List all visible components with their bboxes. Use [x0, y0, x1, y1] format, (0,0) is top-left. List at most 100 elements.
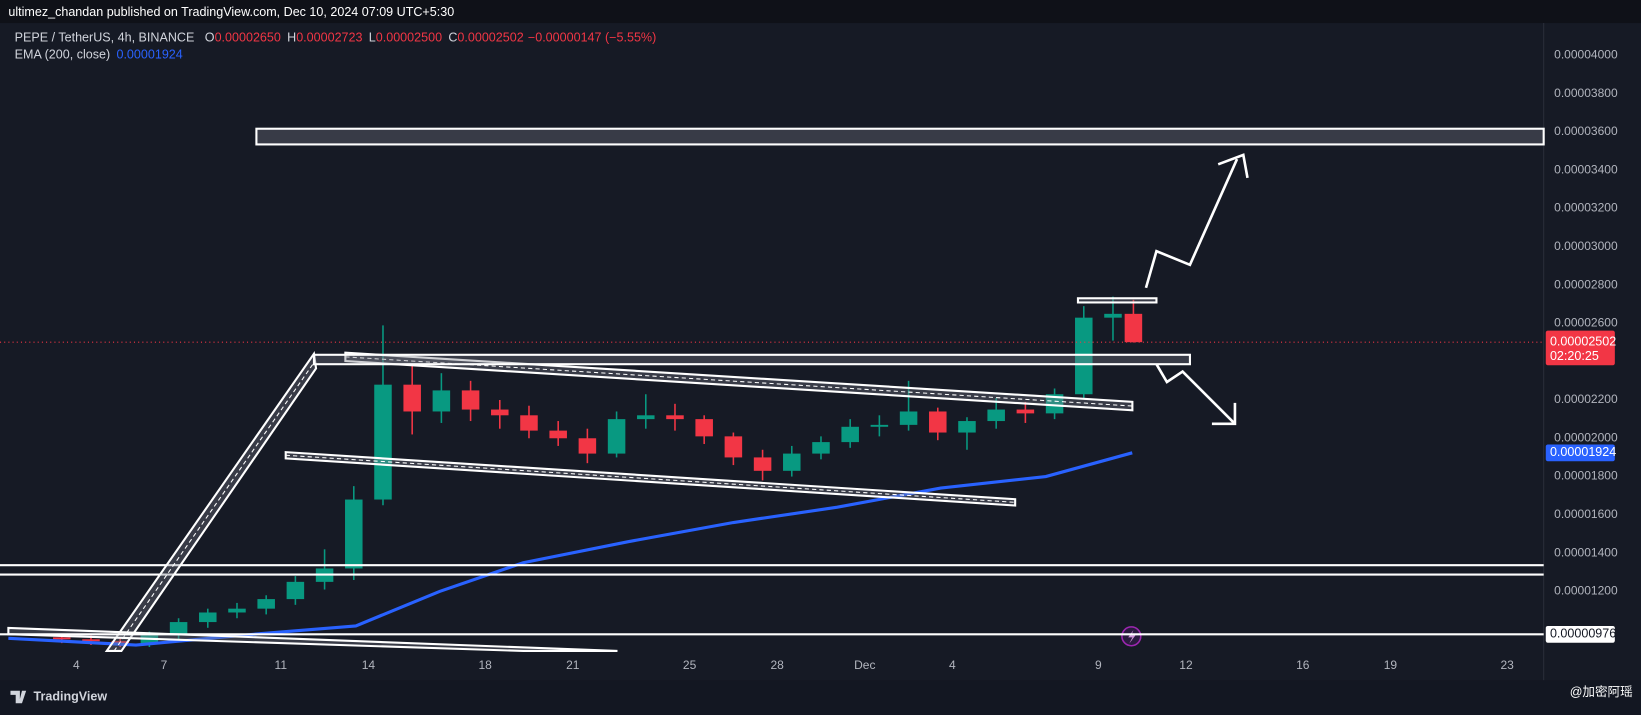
y-tick-label: 0.00003000: [1554, 239, 1618, 253]
ohlc-label: C: [448, 31, 457, 45]
y-tick-label: 0.00003200: [1554, 201, 1618, 215]
ohlc-label: L: [369, 31, 376, 45]
y-tick-label: 0.00001800: [1554, 469, 1618, 483]
candle-body: [637, 415, 655, 420]
candle-body: [169, 622, 188, 636]
x-tick-label: 4: [949, 658, 956, 672]
candle-body: [1075, 317, 1093, 395]
x-tick-label: 16: [1296, 658, 1310, 672]
x-tick-label: 18: [478, 658, 492, 672]
y-tick-label: 0.00002800: [1554, 277, 1618, 291]
candle-body: [1104, 313, 1122, 318]
x-tick-label: 23: [1500, 658, 1514, 672]
candle-body: [1016, 409, 1035, 414]
legend-ohlc: PEPE / TetherUS, 4h, BINANCE O0.00002650 H…: [15, 31, 657, 45]
y-tick-label: 0.00003600: [1554, 124, 1618, 138]
candle-body: [520, 415, 538, 431]
watermark: @加密阿瑶: [1570, 684, 1633, 699]
y-tick-label: 0.00004000: [1554, 48, 1618, 62]
y-tick-label: 0.00002200: [1554, 392, 1618, 406]
ohlc-label: H: [287, 31, 296, 45]
symbol: PEPE / TetherUS, 4h, BINANCE: [15, 31, 195, 45]
candle-body: [82, 639, 100, 642]
ohlc-value: 0.00002500: [376, 31, 442, 45]
y-tick-label: 0.00002000: [1554, 430, 1618, 444]
candle-body: [753, 457, 772, 471]
ohlc-value: 0.00002502: [457, 31, 523, 45]
candle-body: [53, 637, 71, 640]
x-tick-label: 7: [161, 658, 168, 672]
candle-body: [549, 430, 567, 439]
candle-body: [257, 599, 275, 609]
x-tick-label: Dec: [854, 658, 875, 672]
candle-body: [870, 424, 889, 427]
ohlc-value: 0.00002723: [296, 31, 362, 45]
level-label: 0.00000976: [1550, 627, 1616, 641]
resistance-box: [1076, 297, 1158, 304]
legend-ema: EMA (200, close) 0.00001924: [15, 48, 183, 62]
legend-entry: EMA (200, close): [15, 48, 111, 62]
x-tick-label: 12: [1179, 658, 1193, 672]
ema-tag-label: 0.00001924: [1550, 445, 1616, 459]
candle-body: [987, 409, 1005, 422]
candle-body: [929, 411, 947, 433]
trend-band: [104, 350, 318, 653]
change: −0.00000147 (−5.55%): [528, 31, 656, 45]
candle-body: [1045, 394, 1064, 414]
candle-body: [374, 384, 392, 500]
candle-body: [345, 499, 363, 569]
x-tick-label: 11: [275, 658, 288, 672]
logo: [10, 690, 27, 704]
x-tick-label: 21: [566, 658, 580, 672]
brand: TradingView: [33, 689, 107, 703]
candle-body: [491, 409, 509, 416]
channel-center: [285, 454, 1016, 503]
axes: 0.00001200 0.00001400 0.00001600 0.00001800…: [0, 48, 1618, 672]
ema-value: 0.00001924: [116, 48, 182, 62]
candle-body: [432, 390, 451, 412]
x-tick-label: 4: [73, 658, 80, 672]
arrow-down: [1155, 363, 1236, 425]
countdown: 02:20:25: [1550, 349, 1599, 363]
y-tick-label: 0.00001200: [1554, 584, 1618, 598]
candle-body: [1124, 313, 1143, 343]
target-zone: [255, 127, 1545, 146]
candle-body: [812, 442, 830, 454]
x-tick-label: 19: [1384, 658, 1398, 672]
plot-area: [0, 296, 1544, 647]
candle-body: [607, 419, 626, 454]
x-tick-label: 9: [1095, 658, 1102, 672]
candle-body: [461, 390, 480, 410]
last-price-label: 0.00002502: [1550, 334, 1616, 348]
arrow-head: [1211, 402, 1237, 426]
candle-body: [783, 453, 801, 471]
candle-body: [578, 438, 597, 454]
breakout-box: [312, 353, 1191, 366]
candle-body: [666, 415, 684, 420]
candle-body: [841, 426, 859, 443]
ohlc-value: 0.00002650: [215, 31, 281, 45]
ema-line: [8, 451, 1133, 647]
candle-body: [228, 608, 246, 613]
x-tick-label: 25: [683, 658, 697, 672]
publisher: ultimez_chandan published on TradingView…: [8, 5, 454, 19]
candle-body: [286, 581, 305, 600]
arrow-head: [1217, 153, 1249, 179]
candle-body: [199, 612, 217, 623]
y-tick-label: 0.00001600: [1554, 507, 1618, 521]
ohlc-label: O: [205, 31, 215, 45]
candle-body: [724, 436, 743, 458]
x-tick-label: 28: [770, 658, 784, 672]
arrow-up: [1144, 158, 1239, 289]
last-price-tag: [1545, 330, 1615, 366]
event-icon-bolt: [1128, 630, 1136, 644]
candle-body: [403, 384, 421, 412]
y-tick-label: 0.00003800: [1554, 86, 1618, 100]
channel-band: [344, 351, 1134, 412]
header-bar: [0, 0, 1641, 24]
footer-bar: [0, 680, 1641, 715]
candle-body: [899, 411, 918, 425]
